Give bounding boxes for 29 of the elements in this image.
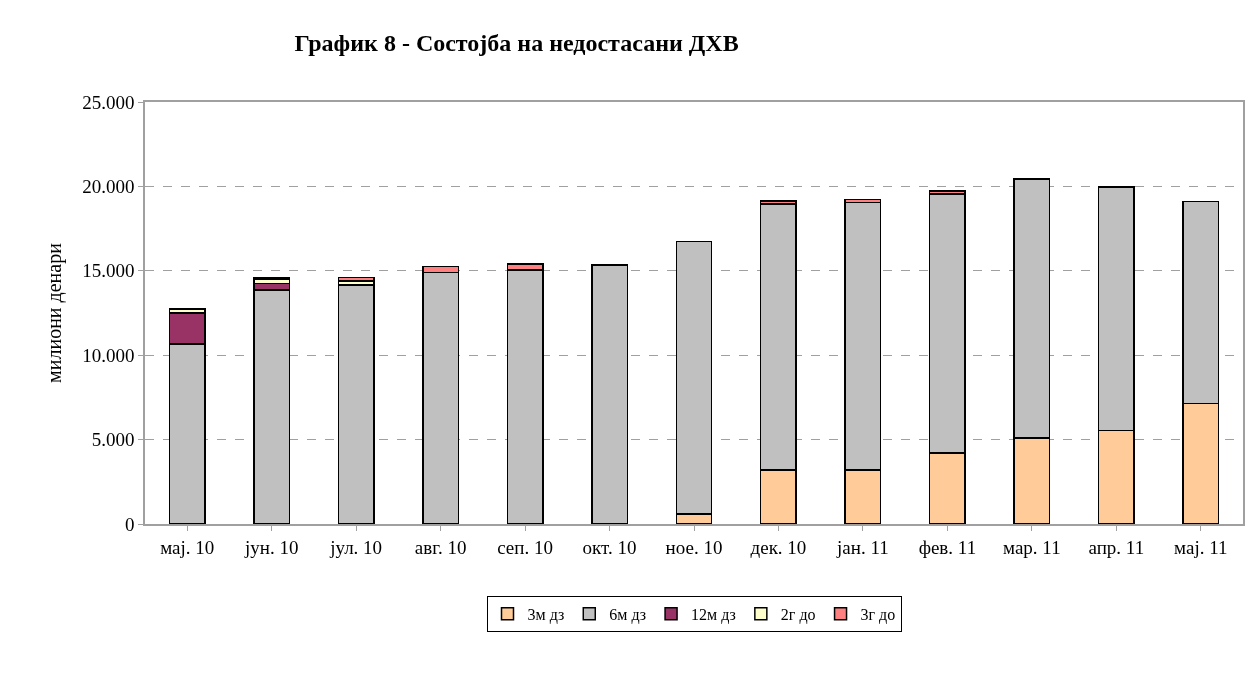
x-tick-label: јан. 11 [836,536,889,558]
legend-label: 3м дз [527,605,565,624]
x-tick-label: мај. 11 [1174,536,1228,558]
x-tick-label: апр. 11 [1088,536,1145,558]
y-tick-label: 25.000 [82,91,135,113]
x-tick-label: ное. 10 [665,536,723,558]
x-tick-label: јун. 10 [243,536,299,558]
x-tick-label: окт. 10 [582,536,637,558]
y-axis-title: милиони денари [43,242,67,383]
x-tick-label: дек. 10 [750,536,807,558]
bar [591,264,629,524]
y-tick-label: 10.000 [82,344,135,366]
x-tick-label: фев. 11 [918,536,977,558]
y-tick-label: 5.000 [91,429,135,451]
legend-label: 12м дз [691,605,736,624]
x-tick-label: сеп. 10 [497,536,553,558]
x-tick-label: авг. 10 [414,536,467,558]
bar [337,276,375,282]
chart-title: График 8 - Состојба на недостасани ДХВ [294,29,739,56]
x-tick-label: мај. 10 [160,536,215,558]
y-tick-label: 20.000 [82,176,135,198]
legend-label: 6м дз [609,605,647,624]
bar [337,284,375,524]
y-tick-label: 15.000 [82,260,135,282]
x-tick-label: мар. 11 [1003,536,1061,558]
legend-label: 2г до [780,605,816,624]
legend-label: 3г до [860,605,896,624]
y-tick-label: 0 [124,513,135,535]
x-tick-label: јул. 10 [329,536,383,558]
